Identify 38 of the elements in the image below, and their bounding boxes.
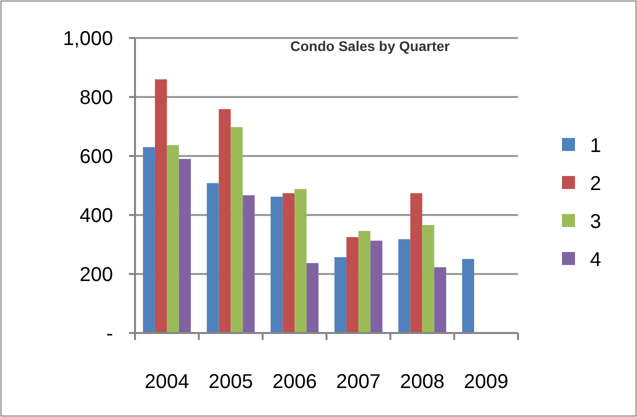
bar xyxy=(358,230,370,333)
bar xyxy=(166,145,179,333)
y-tick-label: 200 xyxy=(80,264,113,286)
y-tick-label: 1,000 xyxy=(62,28,113,50)
legend-label: 1 xyxy=(590,135,602,157)
bar xyxy=(434,267,446,333)
y-tick-label: 800 xyxy=(80,87,113,109)
bar xyxy=(282,193,295,333)
x-tick-label: 2005 xyxy=(208,371,253,393)
bar xyxy=(142,147,155,333)
bar xyxy=(346,237,358,333)
legend-label: 2 xyxy=(590,173,602,195)
x-tick-label: 2007 xyxy=(336,371,381,393)
x-tick-label: 2008 xyxy=(400,371,444,393)
bar xyxy=(242,195,255,333)
bar xyxy=(462,258,474,333)
bar xyxy=(334,257,346,333)
y-tick-label: 600 xyxy=(80,146,113,168)
bar xyxy=(154,79,167,333)
bar xyxy=(306,263,319,333)
bar xyxy=(178,158,191,333)
legend-label: 4 xyxy=(590,249,602,271)
bar xyxy=(398,239,410,333)
bar xyxy=(370,240,382,333)
bar xyxy=(206,183,219,333)
y-tick-label: 400 xyxy=(80,205,113,227)
legend-label: 3 xyxy=(590,211,602,233)
bar xyxy=(230,127,243,333)
x-tick-label: 2009 xyxy=(464,371,508,393)
bar xyxy=(422,225,434,333)
bar xyxy=(218,109,231,333)
x-tick-label: 2004 xyxy=(144,371,190,393)
bar xyxy=(410,193,422,333)
bar xyxy=(270,196,283,333)
chart-title: Condo Sales by Quarter xyxy=(290,38,450,54)
y-tick-label: - xyxy=(106,323,113,345)
bar xyxy=(294,189,307,333)
x-tick-label: 2006 xyxy=(272,371,317,393)
